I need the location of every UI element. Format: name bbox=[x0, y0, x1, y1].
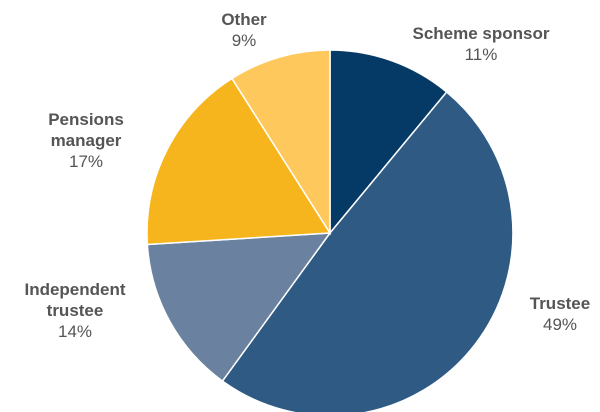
slice-value-independent: 14% bbox=[58, 322, 92, 341]
slice-name-independent-0: Independent bbox=[24, 280, 125, 299]
slice-label-other: Other 9% bbox=[221, 10, 267, 50]
slice-name-independent-1: trustee bbox=[47, 301, 104, 320]
pie-slices bbox=[146, 49, 514, 412]
slice-value-other: 9% bbox=[232, 31, 257, 50]
slice-name-scheme-0: Scheme sponsor bbox=[413, 24, 550, 43]
slice-label-pensions: Pensions manager 17% bbox=[48, 110, 124, 171]
slice-name-trustee-0: Trustee bbox=[530, 294, 590, 313]
pie-labels: Scheme sponsor 11% Trustee 49% Independent tr… bbox=[24, 10, 590, 341]
slice-value-pensions: 17% bbox=[69, 152, 103, 171]
slice-name-pensions-1: manager bbox=[51, 131, 122, 150]
slice-name-pensions-0: Pensions bbox=[48, 110, 124, 129]
pie-slice-pensions bbox=[146, 77, 332, 246]
slice-label-independent: Independent trustee 14% bbox=[24, 280, 125, 341]
pie-slice-independent bbox=[146, 232, 332, 383]
slice-name-other-0: Other bbox=[221, 10, 267, 29]
slice-label-trustee: Trustee 49% bbox=[530, 294, 590, 334]
pie-slice-scheme bbox=[329, 49, 448, 236]
slice-label-scheme: Scheme sponsor 11% bbox=[413, 24, 550, 64]
pie-slice-other bbox=[230, 49, 331, 236]
slice-value-trustee: 49% bbox=[543, 315, 577, 334]
slice-value-scheme: 11% bbox=[465, 45, 498, 64]
pie-slice-trustee bbox=[221, 90, 514, 412]
